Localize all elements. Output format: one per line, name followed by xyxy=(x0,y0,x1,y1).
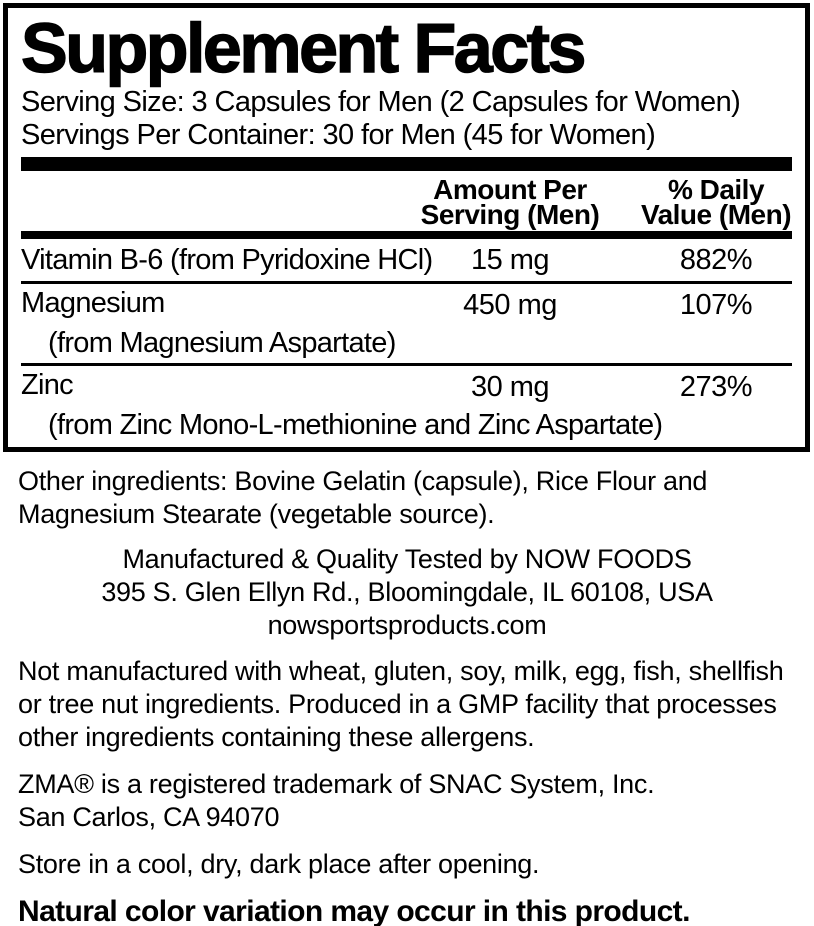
column-header-daily-value: % Daily Value (Men) xyxy=(640,174,792,230)
nutrient-daily-value: 107% xyxy=(679,289,753,321)
supplement-facts-panel: Supplement Facts Serving Size: 3 Capsule… xyxy=(3,3,810,452)
manufacturer-address: 395 S. Glen Ellyn Rd., Bloomingdale, IL … xyxy=(101,577,713,607)
nutrient-name: Zinc xyxy=(21,369,74,401)
table-row-magnesium: Magnesium 450 mg 107% (from Magnesium As… xyxy=(21,284,792,363)
label-footer: Other ingredients: Bovine Gelatin (capsu… xyxy=(18,465,796,926)
nutrient-amount: 30 mg xyxy=(470,371,550,403)
color-variation-note: Natural color variation may occur in thi… xyxy=(18,895,690,926)
manufacturer-website: nowsportsproducts.com xyxy=(267,610,547,640)
allergen-statement: Not manufactured with wheat, gluten, soy… xyxy=(18,656,784,752)
row-rule xyxy=(21,363,792,366)
column-header-daily-value-line1: % Daily xyxy=(667,174,765,205)
serving-size-line: Serving Size: 3 Capsules for Men (2 Caps… xyxy=(21,86,741,118)
nutrient-name: Magnesium xyxy=(21,287,165,319)
panel-title: Supplement Facts xyxy=(20,9,587,87)
other-ingredients: Other ingredients: Bovine Gelatin (capsu… xyxy=(18,466,708,529)
column-header-amount-line2: Serving (Men) xyxy=(420,199,600,230)
separator-bar-top xyxy=(21,157,792,171)
nutrient-source: (from Magnesium Aspartate) xyxy=(48,327,396,359)
manufacturer-info: Manufactured & Quality Tested by NOW FOO… xyxy=(18,543,796,642)
table-header: Amount Per Serving (Men) % Daily Value (… xyxy=(21,171,792,230)
storage-instructions: Store in a cool, dry, dark place after o… xyxy=(18,849,540,879)
table-row-zinc: Zinc 30 mg 273% (from Zinc Mono-L-methio… xyxy=(21,366,792,445)
nutrient-amount: 450 mg xyxy=(463,289,557,321)
trademark-line1: ZMA® is a registered trademark of SNAC S… xyxy=(18,769,655,799)
servings-per-container-line: Servings Per Container: 30 for Men (45 f… xyxy=(21,119,656,151)
column-header-amount-line1: Amount Per xyxy=(433,174,587,205)
nutrient-name: Vitamin B-6 (from Pyridoxine HCl) xyxy=(21,244,433,276)
trademark-line2: San Carlos, CA 94070 xyxy=(18,802,280,832)
nutrient-daily-value: 882% xyxy=(679,244,753,276)
nutrient-daily-value: 273% xyxy=(679,371,753,403)
row-rule xyxy=(21,281,792,284)
nutrient-source: (from Zinc Mono-L-methionine and Zinc As… xyxy=(48,409,663,441)
column-header-daily-value-line2: Value (Men) xyxy=(640,199,792,230)
nutrient-amount: 15 mg xyxy=(470,244,550,276)
column-header-amount: Amount Per Serving (Men) xyxy=(420,174,600,230)
manufacturer-line1: Manufactured & Quality Tested by NOW FOO… xyxy=(122,544,692,574)
trademark-note: ZMA® is a registered trademark of SNAC S… xyxy=(18,768,796,834)
table-row-vitamin-b6: Vitamin B-6 (from Pyridoxine HCl) 15 mg … xyxy=(21,239,792,281)
header-rule xyxy=(21,231,792,239)
